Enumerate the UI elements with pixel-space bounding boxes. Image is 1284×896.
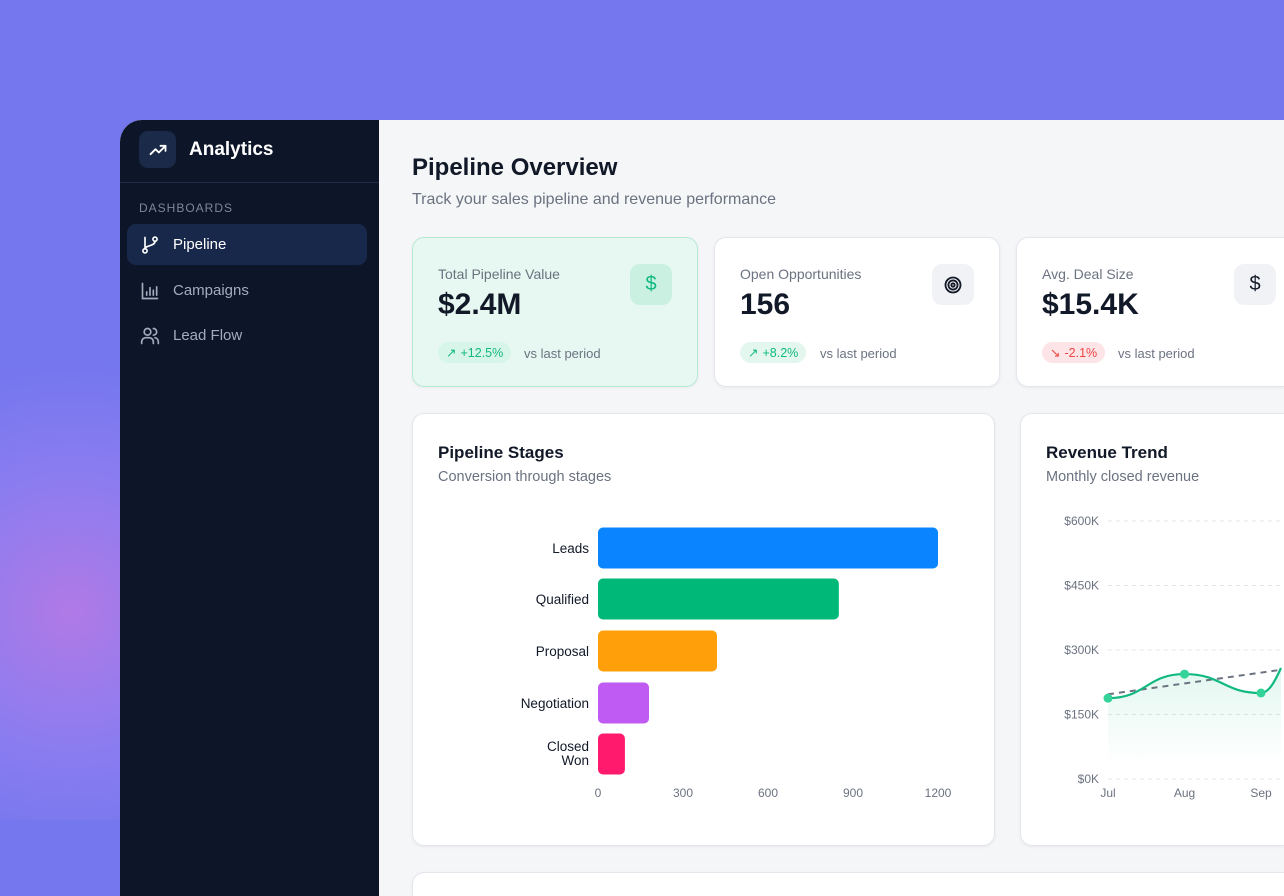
chart-subtitle: Monthly closed revenue	[1046, 469, 1200, 485]
x-tick-label: Aug	[1174, 786, 1195, 800]
git-branch-icon	[142, 235, 158, 254]
chart-subtitle: Conversion through stages	[438, 469, 612, 485]
kpi-label: Total Pipeline Value	[438, 266, 560, 282]
change-value: +8.2%	[762, 345, 799, 360]
pipeline-stages-chart: Leads Qualified Proposal Negotiation Closed W…	[521, 527, 952, 800]
sidebar-item-lead-flow[interactable]: Lead Flow	[127, 315, 367, 356]
revenue-trend-card: Revenue Trend Monthly closed revenue $0K…	[1020, 413, 1284, 846]
sidebar-item-label: Lead Flow	[173, 327, 243, 344]
bar-label: Proposal	[536, 644, 589, 659]
bar-leads	[598, 527, 938, 569]
bar-closed-won	[598, 733, 625, 775]
kpi-label: Open Opportunities	[740, 266, 862, 282]
data-point	[1180, 669, 1189, 679]
x-tick-label: 300	[673, 786, 693, 800]
bar-negotiation	[598, 682, 649, 724]
chart-title: Pipeline Stages	[438, 443, 564, 462]
kpi-value: $15.4K	[1042, 288, 1139, 321]
series-line	[1107, 667, 1282, 700]
data-point	[1103, 693, 1113, 703]
x-tick-label: 1200	[925, 786, 952, 800]
dollar-icon: $	[1234, 264, 1276, 305]
kpi-label: Avg. Deal Size	[1042, 266, 1134, 282]
comparison-note: vs last period	[1118, 346, 1195, 361]
change-badge: ↘ -2.1%	[1042, 342, 1106, 363]
kpi-card-open-opportunities: Open Opportunities 156 ↗ +8.2% vs last pe…	[714, 237, 1000, 387]
area-fill	[1108, 668, 1281, 764]
kpi-card-total-pipeline: Total Pipeline Value $2.4M $ ↗ +12.5% vs …	[412, 237, 698, 387]
revenue-trend-chart: $0K $150K $300K $450K $600K Jul Aug Sep	[1064, 514, 1282, 800]
y-tick-label: $300K	[1064, 643, 1099, 657]
main-content: Pipeline Overview Track your sales pipel…	[379, 120, 1284, 896]
x-tick-label: Sep	[1250, 786, 1272, 800]
brand-name: Analytics	[189, 139, 274, 160]
page-title: Pipeline Overview	[412, 154, 618, 181]
kpi-value: $2.4M	[438, 288, 522, 321]
bar-label: Closed Won	[547, 739, 589, 768]
kpi-value: 156	[740, 288, 791, 321]
pipeline-stages-card: Pipeline Stages Conversion through stage…	[412, 413, 995, 846]
comparison-note: vs last period	[820, 346, 897, 361]
x-tick-label: 0	[595, 786, 602, 800]
target-icon	[932, 264, 974, 305]
bar-qualified	[598, 578, 839, 620]
x-tick-label: 900	[843, 786, 863, 800]
change-badge: ↗ +8.2%	[740, 342, 807, 363]
bar-label: Leads	[552, 541, 589, 556]
sidebar-item-label: Campaigns	[173, 282, 249, 299]
sidebar-item-label: Pipeline	[173, 236, 227, 253]
comparison-note: vs last period	[524, 346, 601, 361]
sidebar-item-pipeline[interactable]: Pipeline	[127, 224, 367, 265]
trending-up-icon: ↗	[748, 346, 759, 360]
divider	[120, 182, 379, 183]
change-value: +12.5%	[460, 345, 504, 360]
section-label: DASHBOARDS	[139, 201, 234, 215]
bar-chart-icon	[141, 282, 159, 299]
bar-proposal	[598, 630, 717, 672]
users-icon	[140, 327, 160, 344]
x-tick-label: 600	[758, 786, 778, 800]
dollar-icon: $	[630, 264, 672, 305]
app-window: Analytics DASHBOARDS Pipeline Campaigns …	[120, 120, 1284, 896]
bar-label: Qualified	[536, 592, 589, 607]
y-tick-label: $150K	[1064, 708, 1099, 722]
kpi-card-avg-deal-size: Avg. Deal Size $15.4K $ ↘ -2.1% vs last p…	[1016, 237, 1284, 387]
bar-label: Negotiation	[521, 696, 589, 711]
trending-up-icon	[139, 131, 176, 168]
x-tick-label: Jul	[1100, 786, 1115, 800]
sidebar-item-campaigns[interactable]: Campaigns	[127, 270, 367, 311]
trend-line	[1107, 668, 1282, 696]
bottom-card	[412, 872, 1284, 896]
change-value: -2.1%	[1064, 345, 1098, 360]
y-tick-label: $450K	[1064, 579, 1099, 593]
y-tick-label: $600K	[1064, 514, 1099, 528]
trending-up-icon: ↗	[446, 346, 457, 360]
sidebar: Analytics DASHBOARDS Pipeline Campaigns …	[120, 120, 379, 896]
change-badge: ↗ +12.5%	[438, 342, 512, 363]
data-point	[1256, 688, 1266, 698]
page-subtitle: Track your sales pipeline and revenue pe…	[412, 191, 777, 208]
trending-down-icon: ↘	[1050, 346, 1061, 360]
chart-title: Revenue Trend	[1046, 443, 1168, 462]
y-tick-label: $0K	[1078, 772, 1099, 786]
